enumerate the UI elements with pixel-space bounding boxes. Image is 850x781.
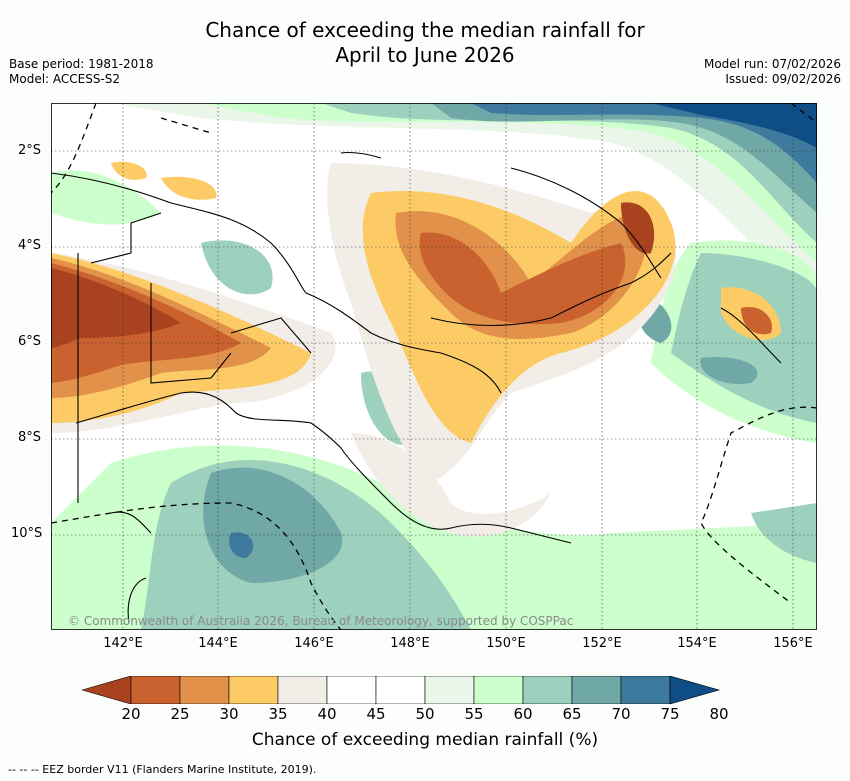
coast-new-guinea-south (75, 391, 572, 544)
region-green-west (51, 170, 161, 225)
region-teal2-top (431, 103, 817, 213)
coast-torres-strait (110, 511, 152, 624)
colorbar-segment (571, 676, 622, 704)
lon-label-146e: 146°E (294, 636, 334, 651)
meta-right: Model run: 07/02/2026 Issued: 09/02/2026 (704, 57, 841, 87)
colorbar-segment (375, 676, 426, 704)
coast-new-guinea-north (51, 172, 502, 394)
colorbar-segment (473, 676, 524, 704)
lon-label-148e: 148°E (390, 636, 430, 651)
colorbar-extension-high (669, 676, 721, 704)
colorbar-segment (228, 676, 279, 704)
coastlines (51, 151, 782, 624)
region-teal-east (671, 253, 817, 423)
colorbar-label: 80 (709, 705, 729, 723)
region-pale-green-top (111, 103, 817, 303)
colorbar-label: 30 (219, 705, 239, 723)
lat-label-10s: 10°S (11, 526, 43, 541)
colorbar (82, 676, 721, 704)
lon-label-156e: 156°E (773, 636, 813, 651)
meta-left: Base period: 1981-2018 Model: ACCESS-S2 (9, 57, 154, 87)
region-teal-southeast (751, 503, 817, 563)
lon-label-154e: 154°E (677, 636, 717, 651)
lon-label-142e: 142°E (103, 636, 143, 651)
colorbar-segment (130, 676, 181, 704)
colorbar-label: 70 (611, 705, 631, 723)
region-darkorange-east (621, 202, 655, 254)
lat-label-2s: 2°S (18, 143, 42, 158)
rainfall-map (51, 103, 817, 630)
lon-label-144e: 144°E (198, 636, 238, 651)
colorbar-segment (326, 676, 377, 704)
region-offwhite-south (351, 433, 551, 537)
region-orange-central (419, 232, 626, 325)
title-line-2: April to June 2026 (335, 43, 515, 67)
colorbar-segment (620, 676, 671, 704)
region-teal2-east (637, 293, 758, 384)
eez-legend: -- -- -- EEZ border V11 (Flanders Marine… (8, 763, 317, 776)
map-frame (51, 103, 817, 630)
region-blue-south (229, 532, 254, 558)
coast-new-ireland (510, 167, 662, 279)
colorbar-label: 55 (464, 705, 484, 723)
colorbar-segment (179, 676, 230, 704)
colorbar-label: 75 (660, 705, 680, 723)
lon-label-150e: 150°E (486, 636, 526, 651)
colorbar-segment (424, 676, 475, 704)
colorbar-label: 50 (415, 705, 435, 723)
lat-label-4s: 4°S (18, 238, 42, 253)
model-run: Model run: 07/02/2026 (703, 57, 841, 71)
region-darkblue-top (651, 103, 817, 148)
copyright-notice: © Commonwealth of Australia 2026, Bureau… (68, 614, 574, 628)
region-blue-top (471, 103, 817, 183)
colorbar-label: 45 (366, 705, 386, 723)
coast-bougainville (720, 307, 782, 364)
issued-date: Issued: 09/02/2026 (725, 72, 841, 86)
lat-label-6s: 6°S (18, 334, 42, 349)
title-line-1: Chance of exceeding the median rainfall … (205, 18, 645, 42)
base-period: Base period: 1981-2018 (9, 57, 154, 71)
region-orange-east (741, 307, 772, 335)
coast-internal-borders (90, 212, 312, 384)
colorbar-label: 25 (170, 705, 190, 723)
region-teal-inland (201, 240, 273, 295)
eez-borders (51, 103, 817, 630)
colorbar-extension-low (82, 676, 132, 704)
lat-label-8s: 8°S (18, 430, 42, 445)
coast-new-britain (430, 252, 672, 327)
lon-label-152e: 152°E (582, 636, 622, 651)
colorbar-label: 20 (121, 705, 141, 723)
map-title: Chance of exceeding the median rainfall … (0, 18, 850, 68)
model-name: Model: ACCESS-S2 (9, 72, 121, 86)
region-yellow-northwest (111, 161, 217, 200)
coast-manus (340, 151, 382, 159)
colorbar-label: 60 (513, 705, 533, 723)
region-darkorange-west (51, 268, 181, 348)
colorbar-segment (277, 676, 328, 704)
colorbar-label: 65 (562, 705, 582, 723)
colorbar-label: 40 (317, 705, 337, 723)
colorbar-label: 35 (268, 705, 288, 723)
colorbar-segment (522, 676, 573, 704)
colorbar-title: Chance of exceeding median rainfall (%) (251, 730, 599, 750)
